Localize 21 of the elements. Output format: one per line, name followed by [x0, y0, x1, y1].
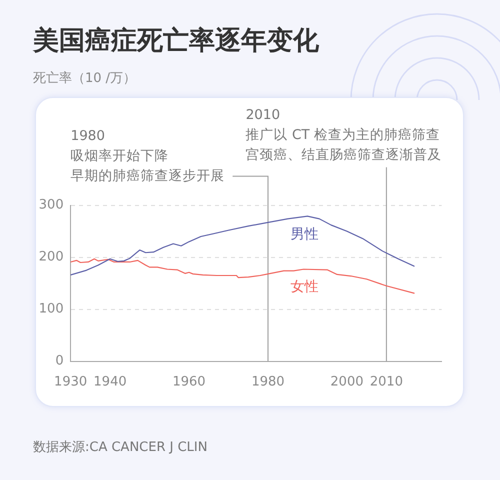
- x-tick-label: 1930: [54, 374, 88, 390]
- x-tick-label: 1940: [94, 374, 127, 390]
- y-tick-label: 200: [38, 250, 64, 265]
- x-tick-label: 1980: [251, 374, 285, 390]
- chart-subtitle: 死亡率（10 /万）: [33, 70, 136, 88]
- y-tick-label: 100: [38, 302, 64, 317]
- series-label: 女性: [290, 278, 318, 295]
- x-tick-label: 1960: [172, 374, 206, 390]
- y-tick-label: 300: [38, 198, 64, 213]
- text: 推广以 CT 检查为主的肺癌筛查: [246, 126, 440, 143]
- series-label: 男性: [290, 226, 318, 242]
- text: 早期的肺癌筛查逐步开展: [70, 168, 225, 184]
- x-tick-label: 2010: [370, 374, 403, 390]
- text: 宫颈癌、结直肠癌筛查逐渐普及: [246, 146, 442, 163]
- x-tick-label: 2000: [330, 374, 364, 390]
- text: 1980: [70, 128, 105, 144]
- text: 吸烟率开始下降: [70, 148, 169, 164]
- source-note: 数据来源:CA CANCER J CLIN: [33, 439, 208, 457]
- y-tick-label: 0: [55, 354, 64, 369]
- text: 2010: [246, 106, 280, 123]
- chart-title: 美国癌症死亡率逐年变化: [33, 25, 319, 58]
